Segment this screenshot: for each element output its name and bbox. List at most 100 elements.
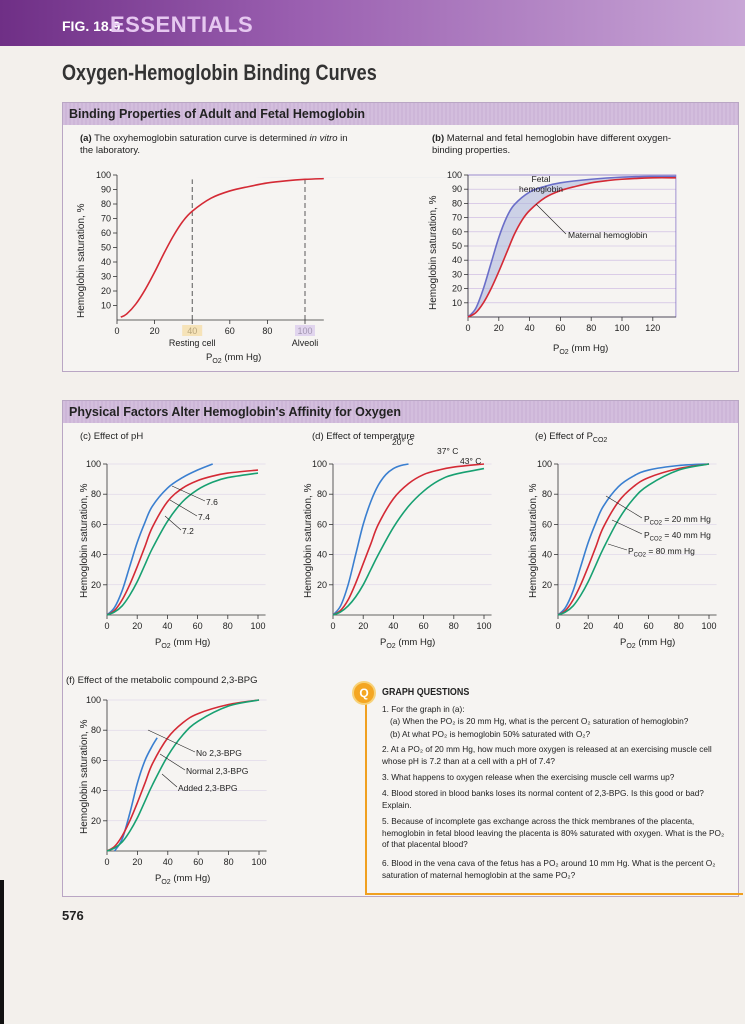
curve-7-4 — [106, 469, 259, 616]
label-sub: CO2 — [633, 552, 647, 559]
question-4: 4. Blood stored in blood banks loses its… — [382, 788, 704, 810]
x-tick-label: 60 — [225, 326, 235, 336]
y-tick-label: 60 — [91, 519, 101, 529]
x-label-unit: (mm Hg) — [395, 637, 436, 648]
x-label-p: P — [206, 352, 213, 363]
y-tick-label: 100 — [447, 170, 462, 180]
label-p: P — [644, 514, 650, 524]
y-tick-label: 20 — [542, 580, 552, 590]
label-43c: 43° C — [460, 456, 482, 466]
x-tick-label: 0 — [104, 857, 109, 867]
x-tick-label: 80 — [674, 621, 684, 631]
question-1b: (b) At what PO₂ is hemoglobin 50% satura… — [390, 729, 591, 739]
y-tick-label: 100 — [86, 459, 101, 469]
curve-maternal-hemoglobin — [467, 176, 676, 318]
x-tick-label: 0 — [465, 323, 470, 333]
x-label-sub: O2 — [161, 878, 171, 886]
x-tick-label: 80 — [262, 326, 272, 336]
x-tick-label: 0 — [114, 326, 119, 336]
y-tick-label: 80 — [452, 198, 462, 208]
x-tick-note: Alveoli — [292, 338, 319, 348]
question-icon: Q — [352, 681, 376, 705]
label-pco2-20: PCO2 = 20 mm Hg — [644, 514, 711, 527]
x-tick-label: 0 — [330, 621, 335, 631]
caption-c: (c) Effect of pH — [80, 431, 144, 442]
x-label-sub: O2 — [386, 642, 396, 650]
curve-oxyhemoglobin — [120, 177, 324, 318]
leader-line — [169, 499, 198, 517]
x-tick-label: 100 — [614, 323, 629, 333]
y-tick-label: 40 — [542, 550, 552, 560]
y-tick-label: 60 — [101, 228, 111, 238]
essentials-label: ESSENTIALS — [110, 12, 254, 37]
y-tick-label: 100 — [537, 459, 552, 469]
caption-italic: in vitro — [309, 133, 338, 144]
x-tick-label: 20 — [358, 621, 368, 631]
x-label-sub: O2 — [212, 357, 222, 365]
y-tick-label: 20 — [91, 580, 101, 590]
leader-line — [535, 203, 567, 235]
x-tick-note: Resting cell — [169, 338, 216, 348]
x-tick-label: 100 — [701, 621, 716, 631]
label-value: = 40 mm Hg — [662, 530, 711, 540]
graph-questions-title: GRAPH QUESTIONS — [382, 686, 470, 698]
label-value: = 80 mm Hg — [646, 546, 695, 556]
x-label-p: P — [380, 637, 387, 648]
x-tick-label: 40 — [162, 621, 172, 631]
y-axis-label-c: Hemoglobin saturation, % — [79, 483, 90, 598]
x-tick-label: 80 — [223, 621, 233, 631]
y-tick-label: 60 — [91, 755, 101, 765]
x-tick-label: 100 — [250, 621, 265, 631]
x-tick-label: 80 — [586, 323, 596, 333]
y-tick-label: 90 — [452, 184, 462, 194]
y-tick-label: 90 — [101, 185, 111, 195]
x-label-unit: (mm Hg) — [568, 343, 609, 354]
x-axis-label-a: PO2 (mm Hg) — [206, 352, 261, 365]
panel-label: (a) — [80, 133, 92, 144]
figure-banner — [0, 0, 745, 46]
x-tick-label: 20 — [583, 621, 593, 631]
x-tick-label: 60 — [193, 857, 203, 867]
page-edge — [0, 880, 4, 1024]
y-tick-label: 80 — [542, 489, 552, 499]
y-tick-label: 10 — [101, 301, 111, 311]
x-axis-label-f: PO2 (mm Hg) — [155, 873, 210, 886]
leader-line — [605, 495, 643, 519]
y-tick-label: 100 — [86, 695, 101, 705]
label-maternal-hemoglobin: Maternal hemoglobin — [568, 230, 648, 240]
x-tick-label: 60 — [419, 621, 429, 631]
label-p: P — [628, 546, 634, 556]
leader-line — [159, 753, 186, 771]
x-label-p: P — [155, 637, 162, 648]
x-label-unit: (mm Hg) — [170, 637, 211, 648]
x-label-unit: (mm Hg) — [170, 873, 211, 884]
x-axis-label-c: PO2 (mm Hg) — [155, 637, 210, 650]
section-title: Physical Factors Alter Hemoglobin's Affi… — [63, 401, 738, 423]
x-label-sub: O2 — [559, 348, 569, 356]
x-label-p: P — [620, 637, 627, 648]
caption-a: (a) The oxyhemoglobin saturation curve i… — [80, 133, 360, 157]
question-2: 2. At a PO₂ of 20 mm Hg, how much more o… — [382, 744, 712, 766]
y-axis-label-f: Hemoglobin saturation, % — [79, 719, 90, 834]
x-tick-label: 40 — [388, 621, 398, 631]
x-label-sub: O2 — [626, 642, 636, 650]
label-ph-7-4: 7.4 — [198, 512, 210, 522]
curve-7-2 — [106, 472, 259, 616]
panel-label: (b) — [432, 133, 445, 144]
panel-physical-factors: Physical Factors Alter Hemoglobin's Affi… — [62, 400, 739, 897]
curve-20-c — [332, 463, 409, 616]
y-tick-label: 40 — [317, 550, 327, 560]
x-tick-label: 100 — [251, 857, 266, 867]
y-tick-label: 40 — [91, 786, 101, 796]
x-tick-label: 60 — [555, 323, 565, 333]
y-tick-label: 80 — [91, 725, 101, 735]
y-tick-label: 10 — [452, 298, 462, 308]
question-1a: (a) When the PO₂ is 20 mm Hg, what is th… — [390, 716, 689, 726]
tick-highlight — [182, 325, 203, 336]
y-tick-label: 40 — [91, 550, 101, 560]
label-sub: CO2 — [649, 520, 663, 527]
y-tick-label: 40 — [452, 255, 462, 265]
curve-normal-2-3-bpg — [106, 699, 260, 852]
label-value: = 20 mm Hg — [662, 514, 711, 524]
label-20c: 20° C — [392, 437, 414, 447]
